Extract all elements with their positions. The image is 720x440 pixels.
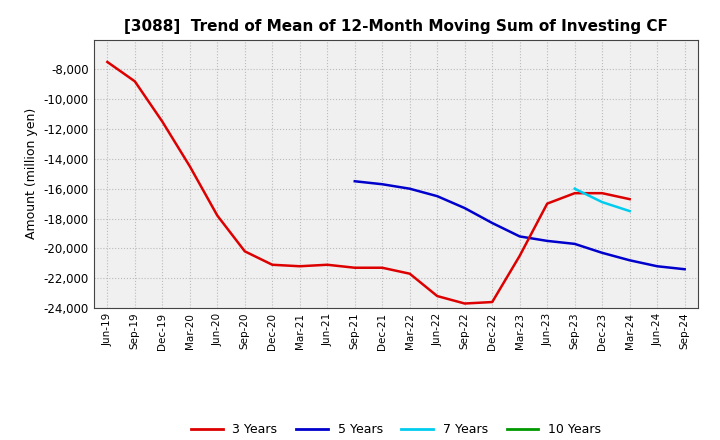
Y-axis label: Amount (million yen): Amount (million yen) — [25, 108, 38, 239]
Title: [3088]  Trend of Mean of 12-Month Moving Sum of Investing CF: [3088] Trend of Mean of 12-Month Moving … — [124, 19, 668, 34]
Legend: 3 Years, 5 Years, 7 Years, 10 Years: 3 Years, 5 Years, 7 Years, 10 Years — [186, 418, 606, 440]
